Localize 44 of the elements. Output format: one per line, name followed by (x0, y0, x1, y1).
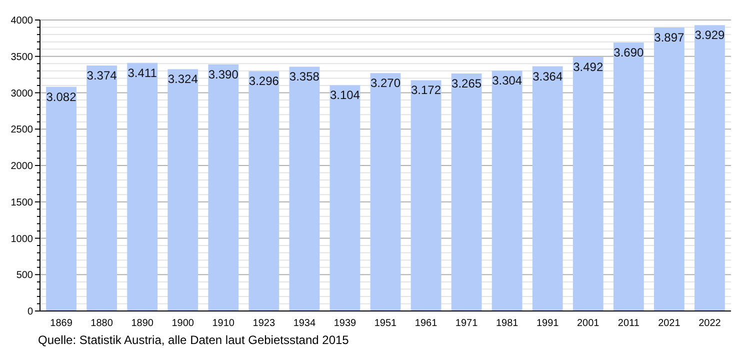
data-label: 3.929 (694, 28, 726, 42)
x-tick-label: 2022 (698, 318, 722, 329)
x-tick-label: 1923 (252, 318, 276, 329)
data-label: 3.390 (208, 67, 239, 82)
y-tick-label: 0 (27, 306, 34, 318)
x-tick-label: 2021 (658, 318, 681, 329)
y-tick-label: 2000 (10, 161, 34, 172)
y-tick-label: 2500 (10, 124, 34, 136)
x-tick-label: 2001 (577, 318, 600, 329)
data-label: 3.104 (330, 88, 360, 102)
data-label: 3.364 (532, 69, 563, 84)
x-tick-label: 2011 (618, 318, 640, 329)
data-label: 3.270 (370, 76, 401, 90)
data-label: 3.296 (248, 74, 280, 88)
y-tick-label: 3500 (10, 52, 34, 63)
x-tick-label: 1934 (293, 318, 316, 329)
y-tick-label: 4000 (10, 16, 34, 26)
x-tick-label: 1991 (536, 318, 560, 329)
x-tick-label: 1981 (496, 318, 519, 329)
x-tick-label: 1869 (50, 318, 73, 329)
y-tick-label: 500 (16, 270, 34, 282)
data-label: 3.897 (654, 30, 685, 44)
data-label: 3.304 (492, 74, 522, 88)
x-tick-label: 1939 (334, 318, 357, 329)
y-tick-label: 1000 (10, 234, 34, 245)
data-label: 3.082 (46, 90, 77, 104)
x-tick-label: 1900 (172, 318, 194, 329)
data-label: 3.324 (168, 72, 198, 86)
y-tick-label: 1500 (10, 197, 34, 208)
data-label: 3.411 (128, 66, 158, 80)
x-tick-label: 1890 (131, 318, 154, 329)
data-label: 3.358 (289, 70, 320, 84)
data-label: 3.690 (614, 46, 644, 60)
y-tick-label: 3000 (10, 88, 34, 100)
x-tick-label: 1910 (212, 318, 235, 329)
source-note: Quelle: Statistik Austria, alle Daten laut Gebietsstand 2015 (38, 333, 350, 347)
data-label: 3.265 (452, 76, 482, 90)
x-tick-label: 1951 (374, 318, 398, 329)
data-label: 3.492 (573, 60, 604, 74)
x-tick-label: 1961 (414, 318, 438, 329)
data-label: 3.172 (411, 83, 442, 98)
x-tick-label: 1880 (90, 318, 114, 329)
data-label: 3.374 (86, 68, 118, 83)
x-tick-label: 1971 (455, 318, 478, 329)
